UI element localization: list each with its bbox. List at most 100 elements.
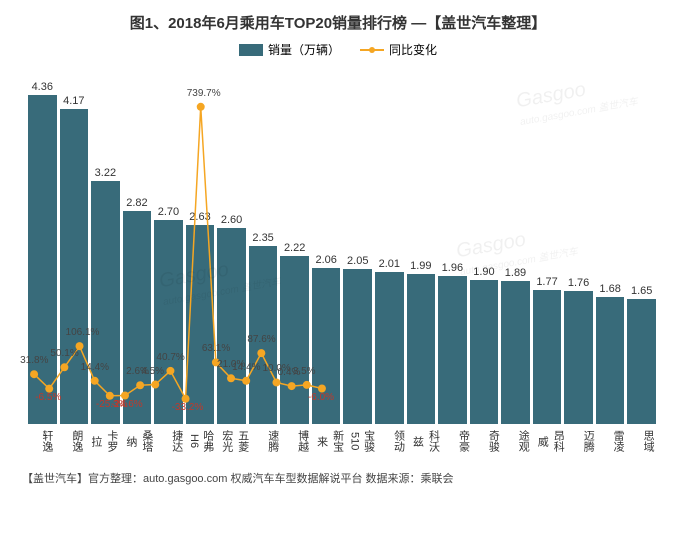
x-axis-labels: 轩逸朗逸卡罗拉桑塔纳捷达哈弗H6五菱宏光速腾博越新宝来宝骏510领动科沃兹帝豪奇… [28, 426, 656, 456]
bar: 3.22 [91, 167, 120, 424]
bar-rect [596, 297, 625, 424]
x-axis-label: 轩逸 [28, 426, 55, 456]
bar: 1.68 [596, 283, 625, 424]
x-axis-label: 速腾 [254, 426, 281, 456]
chart-area: 4.36 4.17 3.22 2.82 2.70 2.63 2.60 2.35 2.22 2.06… [28, 66, 656, 456]
bar: 1.90 [470, 266, 499, 424]
x-axis-label: 科沃兹 [410, 426, 442, 456]
bar: 1.76 [564, 277, 593, 424]
line-value-label: -24.6% [111, 399, 143, 410]
x-axis-label: 领动 [380, 426, 407, 456]
x-axis-label: 哈弗H6 [188, 426, 216, 456]
bar-rect [533, 290, 562, 424]
legend: 销量（万辆） 同比变化 [0, 37, 676, 66]
bar-rect [123, 211, 152, 424]
bar-value-label: 2.01 [379, 258, 400, 270]
bar-rect [280, 256, 309, 424]
line-value-label: 14.4% [81, 362, 109, 373]
bar-rect [91, 181, 120, 424]
line-value-label: 3.5% [293, 366, 316, 377]
bar-rect [28, 95, 57, 424]
chart-title: 图1、2018年6月乘用车TOP20销量排行榜 —【盖世汽车整理】 [0, 0, 676, 37]
bar: 2.63 [186, 211, 215, 424]
legend-line-swatch [360, 49, 384, 51]
bar: 2.70 [154, 206, 183, 424]
x-axis-label: 思域 [629, 426, 656, 456]
x-axis-label: 朗逸 [58, 426, 85, 456]
bar: 2.60 [217, 214, 246, 424]
line-value-label: -6.5% [35, 392, 61, 403]
line-value-label: -33.2% [172, 402, 204, 413]
bar-rect [343, 269, 372, 424]
footer-source: 【盖世汽车】官方整理：auto.gasgoo.com 权威汽车车型数据解说平台 … [0, 456, 676, 486]
bar-rect [60, 109, 89, 424]
bar-value-label: 1.65 [631, 285, 652, 297]
bar-value-label: 2.05 [347, 255, 368, 267]
line-value-label: 4.5% [141, 366, 164, 377]
bar-value-label: 1.89 [505, 267, 526, 279]
bar-rect [627, 299, 656, 424]
bar: 1.89 [501, 267, 530, 424]
bar-value-label: 2.82 [126, 197, 147, 209]
bar-rect [438, 276, 467, 424]
bar-value-label: 3.22 [95, 167, 116, 179]
x-axis-label: 新宝来 [314, 426, 346, 456]
legend-bar-label: 销量（万辆） [268, 41, 340, 58]
bar-value-label: 2.60 [221, 214, 242, 226]
bar: 2.01 [375, 258, 404, 424]
legend-line-label: 同比变化 [389, 41, 437, 58]
bar-rect [407, 274, 436, 424]
line-value-label: 87.6% [247, 334, 275, 345]
x-axis-label: 迈腾 [569, 426, 596, 456]
bar: 4.36 [28, 81, 57, 424]
bar-value-label: 2.22 [284, 242, 305, 254]
bar-rect [564, 291, 593, 424]
x-axis-label: 博越 [284, 426, 311, 456]
bar-value-label: 2.06 [315, 254, 336, 266]
bar-rect [501, 281, 530, 424]
bar-rect [154, 220, 183, 424]
bar-rect [186, 225, 215, 424]
bar: 4.17 [60, 95, 89, 424]
x-axis-label: 奇骏 [474, 426, 501, 456]
x-axis-label: 宝骏510 [349, 426, 377, 456]
x-axis-label: 捷达 [158, 426, 185, 456]
bar-value-label: 2.63 [189, 211, 210, 223]
line-value-label: 31.8% [20, 355, 48, 366]
bar-value-label: 1.99 [410, 260, 431, 272]
bar: 2.82 [123, 197, 152, 424]
bar-value-label: 1.90 [473, 266, 494, 278]
line-value-label: 14.4% [232, 362, 260, 373]
bar-value-label: 1.77 [536, 276, 557, 288]
bar: 2.22 [280, 242, 309, 424]
bar: 1.77 [533, 276, 562, 424]
x-axis-label: 昂科威 [534, 426, 566, 456]
line-value-label: 50.1% [50, 348, 78, 359]
x-axis-label: 途观 [504, 426, 531, 456]
bar: 2.35 [249, 232, 278, 424]
legend-bar-swatch [239, 44, 263, 56]
line-value-label: 40.7% [156, 352, 184, 363]
bar-value-label: 1.96 [442, 262, 463, 274]
bar: 1.99 [407, 260, 436, 424]
bar: 2.05 [343, 255, 372, 424]
line-value-label: 106.1% [66, 327, 100, 338]
bar-value-label: 4.17 [63, 95, 84, 107]
x-axis-label: 五菱宏光 [219, 426, 251, 456]
bar-value-label: 1.68 [599, 283, 620, 295]
bar-value-label: 1.76 [568, 277, 589, 289]
bar-rect [470, 280, 499, 424]
bar-value-label: 4.36 [32, 81, 53, 93]
bar-rect [375, 272, 404, 424]
x-axis-label: 卡罗拉 [88, 426, 120, 456]
bar-value-label: 2.35 [252, 232, 273, 244]
x-axis-label: 雷凌 [599, 426, 626, 456]
bars-container: 4.36 4.17 3.22 2.82 2.70 2.63 2.60 2.35 2.22 2.06… [28, 84, 656, 424]
legend-item-bar: 销量（万辆） [239, 41, 340, 58]
bar: 1.65 [627, 285, 656, 424]
x-axis-label: 帝豪 [445, 426, 472, 456]
line-value-label: 63.1% [202, 343, 230, 354]
legend-item-line: 同比变化 [360, 41, 437, 58]
bar-value-label: 2.70 [158, 206, 179, 218]
x-axis-label: 桑塔纳 [123, 426, 155, 456]
